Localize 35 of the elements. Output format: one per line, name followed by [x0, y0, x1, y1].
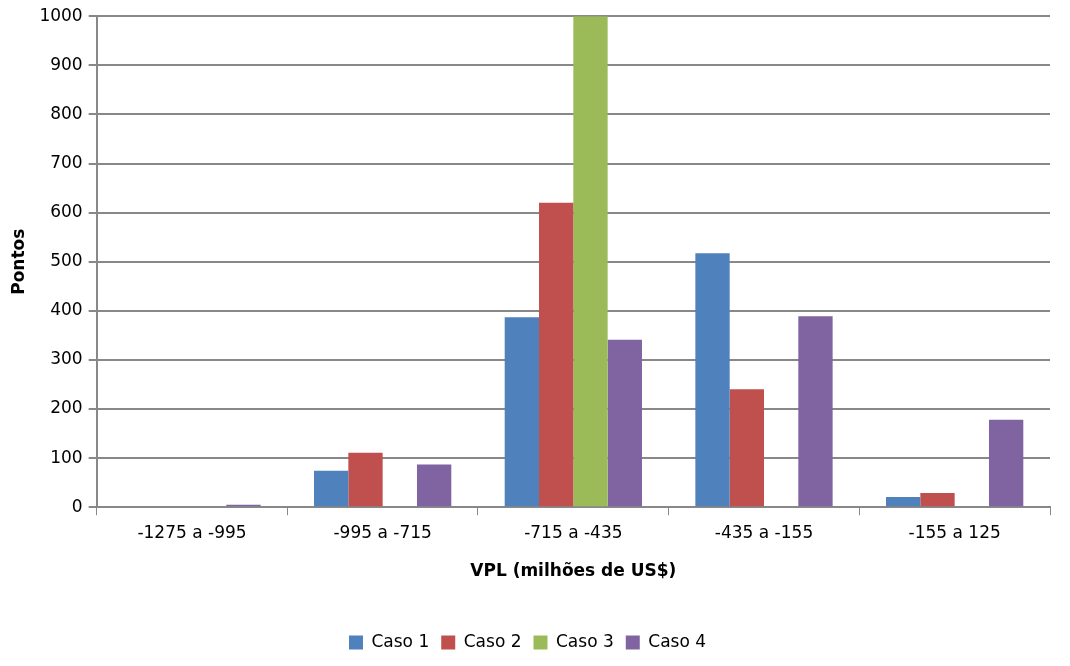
legend-label: Caso 4: [648, 630, 707, 651]
x-axis-title: VPL (milhões de US$): [470, 560, 677, 581]
bar: [920, 492, 955, 507]
y-tick-label: 200: [50, 397, 83, 418]
bar: [988, 419, 1024, 507]
y-tick-label: 100: [50, 446, 83, 467]
bar: [729, 389, 764, 507]
y-tick-label: 500: [50, 250, 83, 271]
bar: [348, 452, 383, 507]
y-tick-label: 1000: [39, 4, 83, 25]
legend-label: Caso 3: [556, 630, 614, 651]
bar: [798, 316, 833, 507]
bar: [416, 464, 452, 507]
y-tick-label: 700: [50, 151, 83, 172]
y-tick-label: 900: [50, 53, 83, 74]
y-tick-label: 400: [50, 299, 83, 320]
bar: [573, 16, 608, 507]
x-tick-label: -1275 a -995: [137, 521, 247, 542]
legend-label: Caso 1: [371, 630, 430, 651]
x-tick-label: -715 a -435: [524, 521, 623, 542]
y-tick-label: 600: [50, 201, 83, 222]
bar: [886, 496, 921, 507]
x-tick-label: -155 a 125: [908, 521, 1001, 542]
x-tick-label: -435 a -155: [714, 521, 814, 542]
legend-label: Caso 2: [463, 630, 522, 651]
x-tick-label: -995 a -715: [333, 521, 432, 542]
bar: [695, 253, 730, 507]
y-tick-label: 800: [50, 102, 83, 123]
y-tick-label: 0: [71, 495, 83, 516]
y-tick-label: 300: [50, 348, 83, 369]
bar: [504, 317, 540, 507]
bar: [539, 202, 574, 507]
y-axis-title: Pontos: [7, 228, 28, 295]
bar: [314, 470, 349, 507]
bar: [607, 339, 642, 507]
